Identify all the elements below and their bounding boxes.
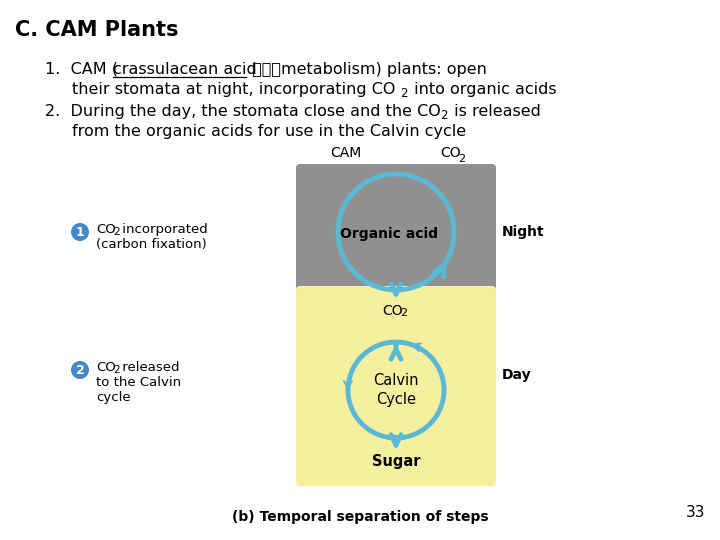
Text: released: released — [118, 361, 179, 374]
Text: 2: 2 — [76, 363, 84, 376]
Text: (carbon fixation): (carbon fixation) — [96, 238, 207, 251]
Text: their stomata at night, incorporating CO: their stomata at night, incorporating CO — [72, 82, 395, 97]
Text: 景天酸metabolism) plants: open: 景天酸metabolism) plants: open — [247, 62, 487, 77]
Text: CO: CO — [440, 146, 461, 160]
Text: C. CAM Plants: C. CAM Plants — [15, 20, 179, 40]
Text: 1: 1 — [76, 226, 84, 239]
Text: 33: 33 — [685, 505, 705, 520]
Text: 2: 2 — [458, 154, 465, 164]
Text: 2: 2 — [113, 365, 120, 375]
FancyBboxPatch shape — [296, 164, 496, 310]
Text: Sugar: Sugar — [372, 454, 420, 469]
Text: Organic acid: Organic acid — [340, 227, 438, 241]
Circle shape — [71, 361, 89, 379]
FancyBboxPatch shape — [296, 286, 496, 486]
Text: CO: CO — [382, 304, 402, 318]
Text: into organic acids: into organic acids — [409, 82, 557, 97]
Text: is released: is released — [449, 104, 541, 119]
Text: to the Calvin: to the Calvin — [96, 376, 181, 389]
Text: 1.  CAM (: 1. CAM ( — [45, 62, 123, 77]
Text: (b) Temporal separation of steps: (b) Temporal separation of steps — [232, 510, 488, 524]
Text: Day: Day — [502, 368, 531, 382]
Text: CO: CO — [96, 223, 116, 236]
Text: crassulacean acid: crassulacean acid — [113, 62, 257, 77]
Text: cycle: cycle — [96, 391, 130, 404]
Text: 2: 2 — [400, 308, 407, 318]
Text: Calvin
Cycle: Calvin Cycle — [373, 373, 419, 407]
Text: 2: 2 — [400, 87, 408, 100]
Text: CAM: CAM — [330, 146, 361, 160]
Text: 2.  During the day, the stomata close and the CO: 2. During the day, the stomata close and… — [45, 104, 441, 119]
Circle shape — [71, 223, 89, 241]
Text: from the organic acids for use in the Calvin cycle: from the organic acids for use in the Ca… — [72, 124, 466, 139]
Text: 2: 2 — [113, 227, 120, 237]
Text: incorporated: incorporated — [118, 223, 208, 236]
Text: 2: 2 — [440, 109, 448, 122]
Text: Night: Night — [502, 225, 544, 239]
Text: CO: CO — [96, 361, 116, 374]
